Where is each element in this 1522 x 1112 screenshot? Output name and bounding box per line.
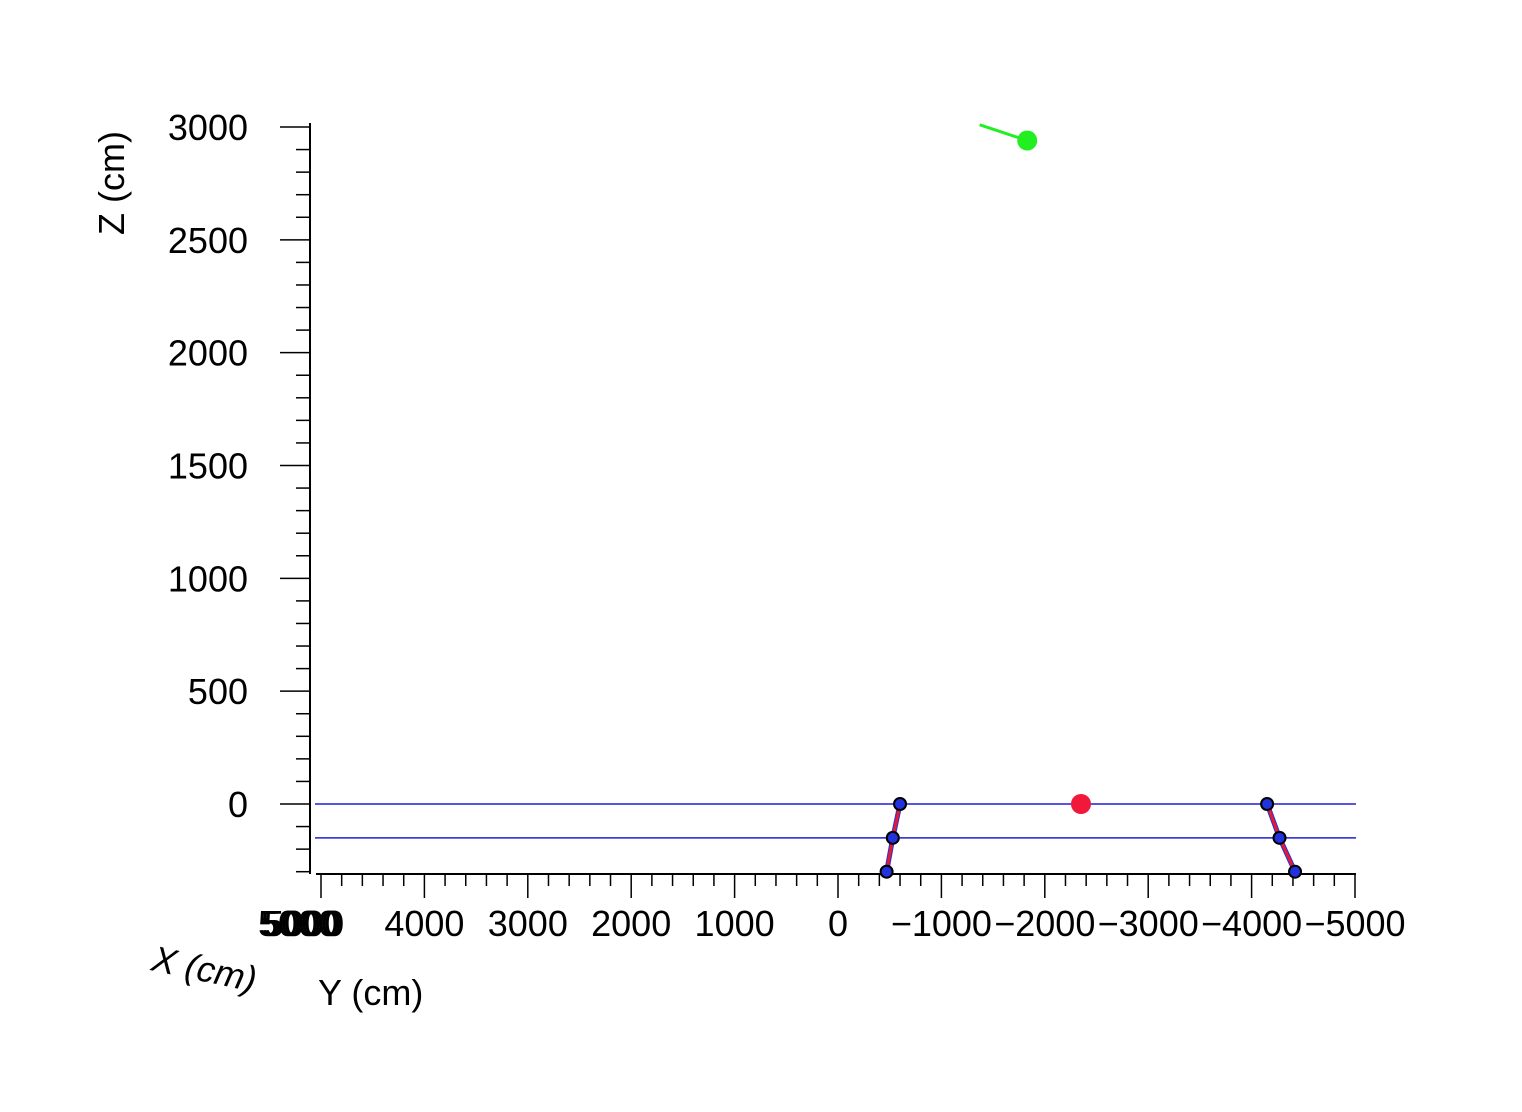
y-tick-label: 2000 (591, 903, 671, 944)
y-tick-label: 4000 (384, 903, 464, 944)
y-tick-label: 1000 (695, 903, 775, 944)
y-axis-title: Y (cm) (318, 972, 423, 1013)
z-tick-label: 1000 (168, 558, 248, 599)
y-tick-label: −5000 (1304, 903, 1405, 944)
track-hit-point (885, 830, 900, 845)
track-hit-point (879, 864, 894, 879)
chart-marks (315, 123, 1356, 879)
vertex-point (1070, 794, 1091, 814)
z-tick-label: 2500 (168, 220, 248, 261)
y-tick-label: −1000 (891, 903, 992, 944)
track-hit-point (1260, 797, 1275, 811)
y-axis: 4000 3000 2000 1000 0 −1000 −2000 −3000 −4000 −50… (258, 873, 1406, 944)
y-tick-label: −4000 (1201, 903, 1302, 944)
source-point (1017, 130, 1038, 151)
y-overlapped-tick-label: 5000 (258, 903, 338, 944)
z-axis-title: Z (cm) (91, 131, 132, 235)
y-tick-label: 0 (828, 903, 848, 944)
z-tick-label: 2000 (168, 333, 248, 374)
y-tick-label: −3000 (1098, 903, 1199, 944)
z-tick-label: 500 (188, 671, 248, 712)
z-tick-label: 3000 (168, 107, 248, 148)
y-overlapped-tick-label: 5000 (261, 903, 341, 944)
x-axis-title: X (cm) (147, 938, 260, 1000)
z-tick-label: 0 (228, 784, 248, 825)
z-axis: 3000 2500 2000 1500 1000 500 0 (168, 107, 311, 874)
z-tick-label: 1500 (168, 446, 248, 487)
track-hit-point (893, 797, 908, 811)
track-hit-point (1272, 830, 1287, 845)
track-hit-point (1288, 864, 1303, 879)
y-tick-label: 3000 (488, 903, 568, 944)
y-overlapped-tick-label: 5000 (264, 903, 344, 944)
y-tick-label: −2000 (994, 903, 1095, 944)
